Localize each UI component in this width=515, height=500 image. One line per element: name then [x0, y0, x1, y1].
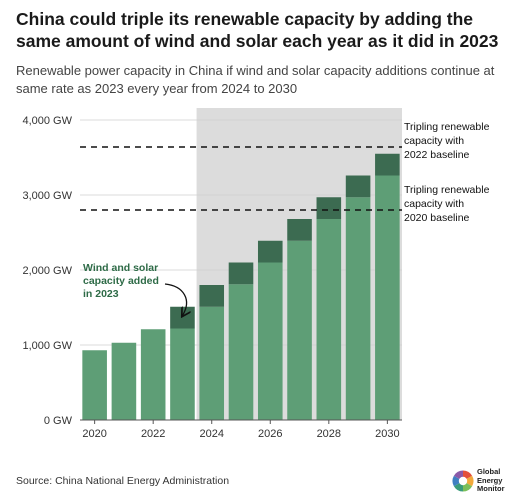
reference-label-2: 2020 baseline [404, 212, 470, 224]
x-tick-label: 2026 [258, 428, 282, 440]
bar-base-2024 [199, 306, 225, 420]
bar-base-2020 [82, 350, 107, 420]
logo-line-1: Global [477, 467, 501, 476]
bar-addition-2030 [375, 153, 400, 176]
logo-line-2: Energy [477, 475, 503, 485]
y-tick-label: 2,000 GW [22, 265, 72, 277]
annotation-arrow [164, 283, 186, 316]
source-note: Source: China National Energy Administra… [16, 475, 230, 487]
bar-base-2022 [140, 329, 166, 420]
x-tick-label: 2022 [141, 428, 165, 440]
y-tick-label: 3,000 GW [22, 190, 72, 202]
x-tick-label: 2030 [375, 428, 399, 440]
reference-label-2: capacity with [404, 198, 464, 210]
bar-addition-2029 [345, 175, 371, 198]
bar-addition-2026 [257, 240, 283, 263]
bar-base-2026 [257, 262, 283, 420]
bar-addition-2025 [228, 262, 254, 285]
chart-title: China could triple its renewable capacit… [16, 9, 499, 51]
logo-line-3: Monitor [477, 484, 505, 493]
bar-addition-2027 [287, 219, 312, 241]
x-tick-label: 2020 [82, 428, 106, 440]
bar-base-2030 [375, 175, 400, 420]
global-energy-monitor-logo: Global Energy Monitor [452, 467, 512, 495]
x-tick-label: 2024 [199, 428, 223, 440]
bar-base-2027 [287, 240, 312, 420]
chart-subtitle: Renewable power capacity in China if win… [16, 63, 495, 96]
annotation-label: in 2023 [83, 288, 119, 300]
bar-base-2023 [170, 328, 195, 420]
y-tick-label: 4,000 GW [22, 115, 72, 127]
annotation-label: Wind and solar [83, 262, 158, 274]
logo-wordmark: Global Energy Monitor [477, 467, 505, 494]
bar-base-2029 [345, 197, 371, 420]
bar-addition-2023 [170, 306, 195, 329]
reference-label-1: Tripling renewable [404, 121, 490, 133]
y-tick-label: 0 GW [44, 415, 73, 427]
annotation-label: capacity added [83, 275, 159, 287]
y-tick-label: 1,000 GW [22, 340, 72, 352]
bar-addition-2024 [199, 285, 225, 307]
bar-base-2025 [228, 284, 254, 420]
reference-label-1: 2022 baseline [404, 149, 470, 161]
globe-logo-icon [452, 470, 474, 492]
x-tick-label: 2028 [317, 428, 341, 440]
bar-base-2021 [111, 342, 137, 420]
bar-base-2028 [316, 219, 342, 420]
reference-label-1: capacity with [404, 135, 464, 147]
bar-addition-2028 [316, 197, 342, 219]
reference-label-2: Tripling renewable [404, 184, 490, 196]
